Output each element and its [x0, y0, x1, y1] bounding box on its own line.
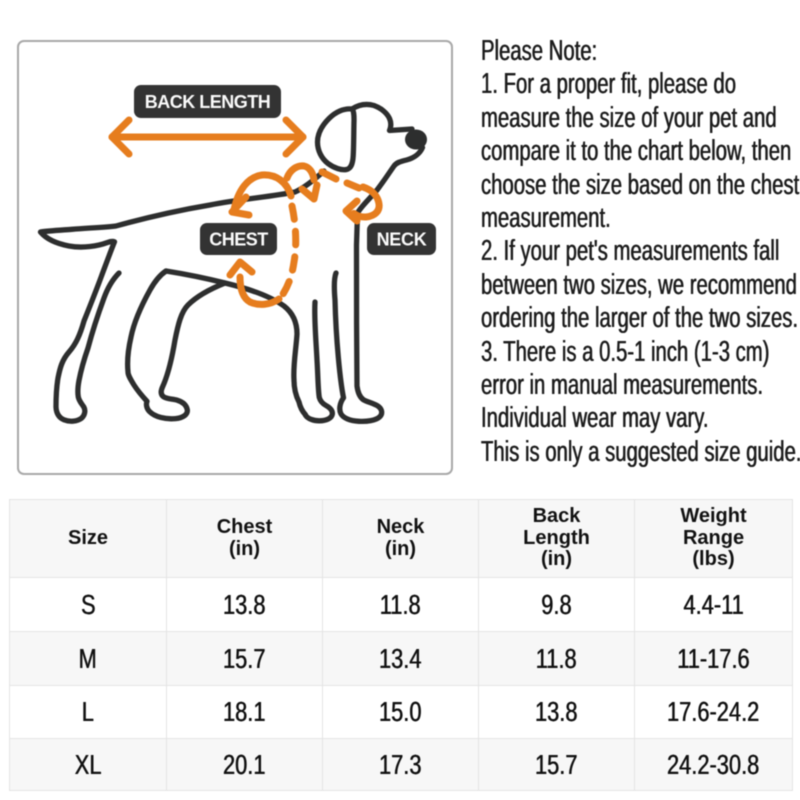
svg-text:NECK: NECK — [377, 230, 427, 250]
svg-text:CHEST: CHEST — [209, 230, 268, 250]
svg-text:BACK LENGTH: BACK LENGTH — [145, 92, 271, 112]
